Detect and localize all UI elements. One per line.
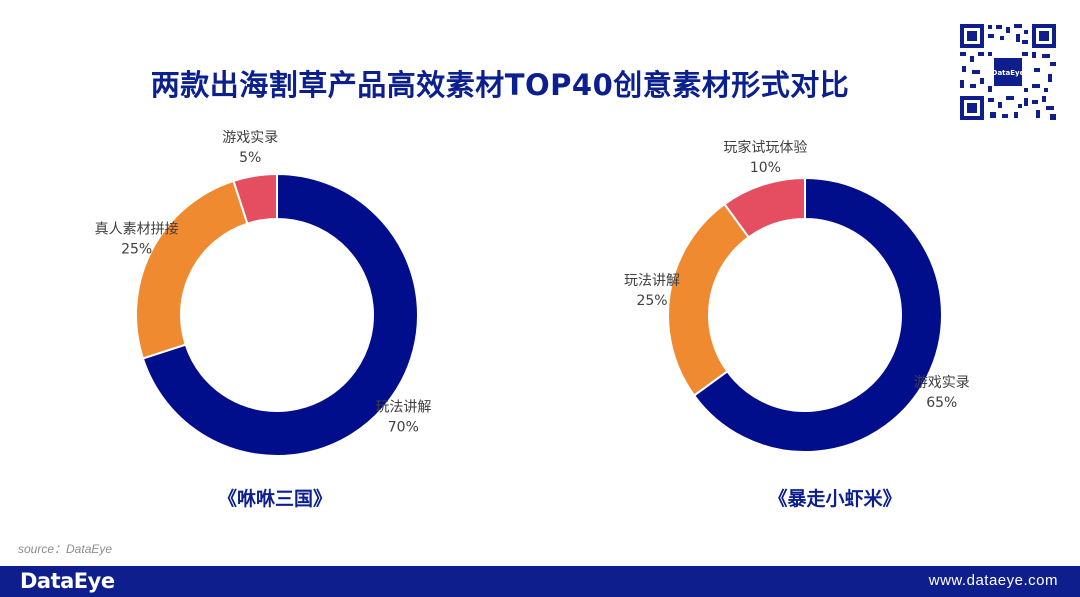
slice-pct-0-1: 25% xyxy=(121,241,152,257)
slice-pct-0-0: 5% xyxy=(239,150,261,166)
chart-name-left: 《咻咻三国》 xyxy=(217,488,332,510)
slice-label-1-1: 玩法讲解 xyxy=(624,273,680,289)
slice-label-0-2: 玩法讲解 xyxy=(375,400,431,416)
slice-pct-1-2: 65% xyxy=(926,395,957,411)
footer-bar: DataEye www.dataeye.com xyxy=(0,566,1080,597)
slice-pct-1-0: 10% xyxy=(750,160,781,176)
footer-logo: DataEye xyxy=(20,569,115,593)
slice-pct-1-1: 25% xyxy=(636,293,667,309)
slice-label-1-2: 游戏实录 xyxy=(914,375,970,391)
slice-label-0-0: 游戏实录 xyxy=(222,130,278,146)
chart-name-right: 《暴走小虾米》 xyxy=(768,488,902,510)
footer-url[interactable]: www.dataeye.com xyxy=(928,572,1058,589)
slice-label-1-0: 玩家试玩体验 xyxy=(723,139,807,156)
slice-label-0-1: 真人素材拼接 xyxy=(95,220,179,237)
qr-code-icon: DataEye xyxy=(958,22,1058,122)
slice-pct-0-2: 70% xyxy=(388,420,419,436)
source-note: source：DataEye xyxy=(18,542,113,556)
donut-slice-1-1 xyxy=(667,202,750,397)
donut-slice-0-1 xyxy=(135,179,249,360)
donut-chart-right: 玩家试玩体验 10% 玩法讲解 25% 游戏实录 65% xyxy=(624,139,970,453)
qr-brand-text: DataEye xyxy=(992,69,1025,77)
donut-slice-0-2 xyxy=(141,172,419,457)
donut-chart-left: 游戏实录 5% 真人素材拼接 25% 玩法讲解 70% xyxy=(95,130,431,457)
donut-slice-1-2 xyxy=(692,176,943,453)
chart-title: 两款出海割草产品高效素材TOP40创意素材形式对比 xyxy=(150,68,850,102)
